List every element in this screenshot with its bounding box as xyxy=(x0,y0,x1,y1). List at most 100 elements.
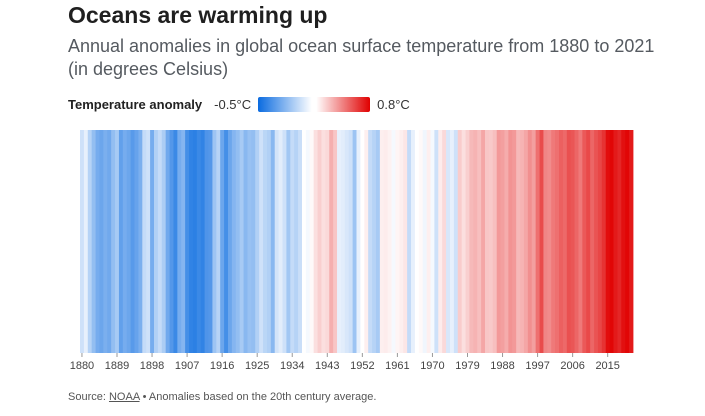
stripe-1996 xyxy=(531,130,537,353)
stripe-2004 xyxy=(562,130,568,353)
stripe-1950 xyxy=(352,130,357,353)
stripe-2020 xyxy=(625,130,630,353)
stripe-1951 xyxy=(356,130,361,353)
x-tick-label-1952: 1952 xyxy=(350,360,374,372)
stripe-1945 xyxy=(333,130,338,353)
stripe-1963 xyxy=(403,130,408,353)
stripe-1997 xyxy=(535,130,540,353)
stripe-1944 xyxy=(329,130,334,353)
stripe-1906 xyxy=(181,130,186,353)
stripe-1954 xyxy=(368,130,373,353)
stripe-1988 xyxy=(500,130,505,353)
stripe-1882 xyxy=(87,130,93,353)
stripe-1924 xyxy=(251,130,256,353)
stripe-1986 xyxy=(492,130,498,353)
x-axis-ticks: 1880 1889 1898 1907 1916 1925 1934 1943 1952 1961… xyxy=(70,353,620,372)
stripe-2013 xyxy=(597,130,603,353)
stripe-1881 xyxy=(83,130,89,353)
stripe-1931 xyxy=(278,130,283,353)
stripe-1918 xyxy=(227,130,233,353)
stripe-2005 xyxy=(566,130,572,353)
stripe-1929 xyxy=(270,130,276,353)
stripe-1959 xyxy=(387,130,392,353)
stripe-1992 xyxy=(516,130,521,353)
stripe-1946 xyxy=(337,130,342,353)
x-tick-label-1898: 1898 xyxy=(140,360,164,372)
chart-title: Oceans are warming up xyxy=(68,2,328,28)
x-tick-label-1979: 1979 xyxy=(455,360,479,372)
stripe-1994 xyxy=(523,130,529,353)
stripe-1980 xyxy=(469,130,474,353)
stripe-1892 xyxy=(126,130,132,353)
stripe-2006 xyxy=(570,130,575,353)
x-tick-label-2006: 2006 xyxy=(560,360,584,372)
x-tick-label-1925: 1925 xyxy=(245,360,269,372)
stripe-1886 xyxy=(103,130,108,353)
source-link-noaa[interactable]: NOAA xyxy=(108,391,140,403)
stripe-1955 xyxy=(372,130,377,353)
stripe-1956 xyxy=(375,130,381,353)
stripe-1964 xyxy=(407,130,412,353)
stripe-2011 xyxy=(590,130,595,353)
x-tick-label-1916: 1916 xyxy=(210,360,234,372)
stripe-1902 xyxy=(165,130,170,353)
x-tick-label-1934: 1934 xyxy=(280,360,304,372)
x-tick-label-2015: 2015 xyxy=(595,360,619,372)
stripe-1889 xyxy=(115,130,120,353)
stripe-1990 xyxy=(508,130,513,353)
stripe-1887 xyxy=(107,130,112,353)
x-tick-label-1970: 1970 xyxy=(420,360,444,372)
stripe-1989 xyxy=(504,130,509,353)
stripe-1984 xyxy=(485,130,490,353)
stripe-1891 xyxy=(122,130,128,353)
stripe-1970 xyxy=(430,130,435,353)
legend-title: Temperature anomaly xyxy=(68,96,203,112)
stripe-1911 xyxy=(200,130,206,353)
stripe-1923 xyxy=(247,130,252,353)
stripe-2021 xyxy=(629,130,634,353)
x-tick-label-1988: 1988 xyxy=(490,360,514,372)
stripe-1907 xyxy=(185,130,190,353)
stripe-1885 xyxy=(99,130,104,353)
stripe-1966 xyxy=(414,130,420,353)
stripe-1927 xyxy=(263,130,268,353)
stripe-1930 xyxy=(274,130,280,353)
stripe-1953 xyxy=(364,130,369,353)
stripe-2007 xyxy=(574,130,579,353)
stripe-1960 xyxy=(391,130,396,353)
stripe-1933 xyxy=(286,130,291,353)
stripe-1912 xyxy=(204,130,209,353)
stripe-2009 xyxy=(582,130,587,353)
stripe-1987 xyxy=(496,130,501,353)
stripe-1928 xyxy=(266,130,272,353)
stripe-1890 xyxy=(118,130,124,353)
stripe-1977 xyxy=(457,130,463,353)
stripe-2001 xyxy=(551,130,556,353)
chart-subtitle: Annual anomalies in global ocean surface… xyxy=(68,36,655,79)
stripe-1894 xyxy=(134,130,139,353)
stripe-1975 xyxy=(449,130,455,353)
stripe-1999 xyxy=(543,130,548,353)
stripe-1915 xyxy=(216,130,221,353)
stripe-1941 xyxy=(317,130,322,353)
stripe-1908 xyxy=(189,130,194,353)
stripe-1949 xyxy=(348,130,353,353)
x-tick-label-1943: 1943 xyxy=(315,360,339,372)
stripe-1919 xyxy=(231,130,237,353)
stripe-2010 xyxy=(586,130,591,353)
stripe-1968 xyxy=(422,130,427,353)
stripe-1905 xyxy=(177,130,182,353)
stripe-1897 xyxy=(146,130,151,353)
legend-max-label: 0.8°C xyxy=(377,96,410,112)
legend-gradient-bar xyxy=(258,96,371,112)
stripe-1998 xyxy=(539,130,544,353)
stripe-1965 xyxy=(411,130,416,353)
stripe-1991 xyxy=(512,130,517,353)
stripe-2018 xyxy=(617,130,622,353)
stripe-1896 xyxy=(142,130,147,353)
stripe-1958 xyxy=(383,130,389,353)
stripe-1888 xyxy=(111,130,116,353)
stripe-2008 xyxy=(578,130,583,353)
stripe-1909 xyxy=(192,130,198,353)
stripe-2014 xyxy=(601,130,607,353)
